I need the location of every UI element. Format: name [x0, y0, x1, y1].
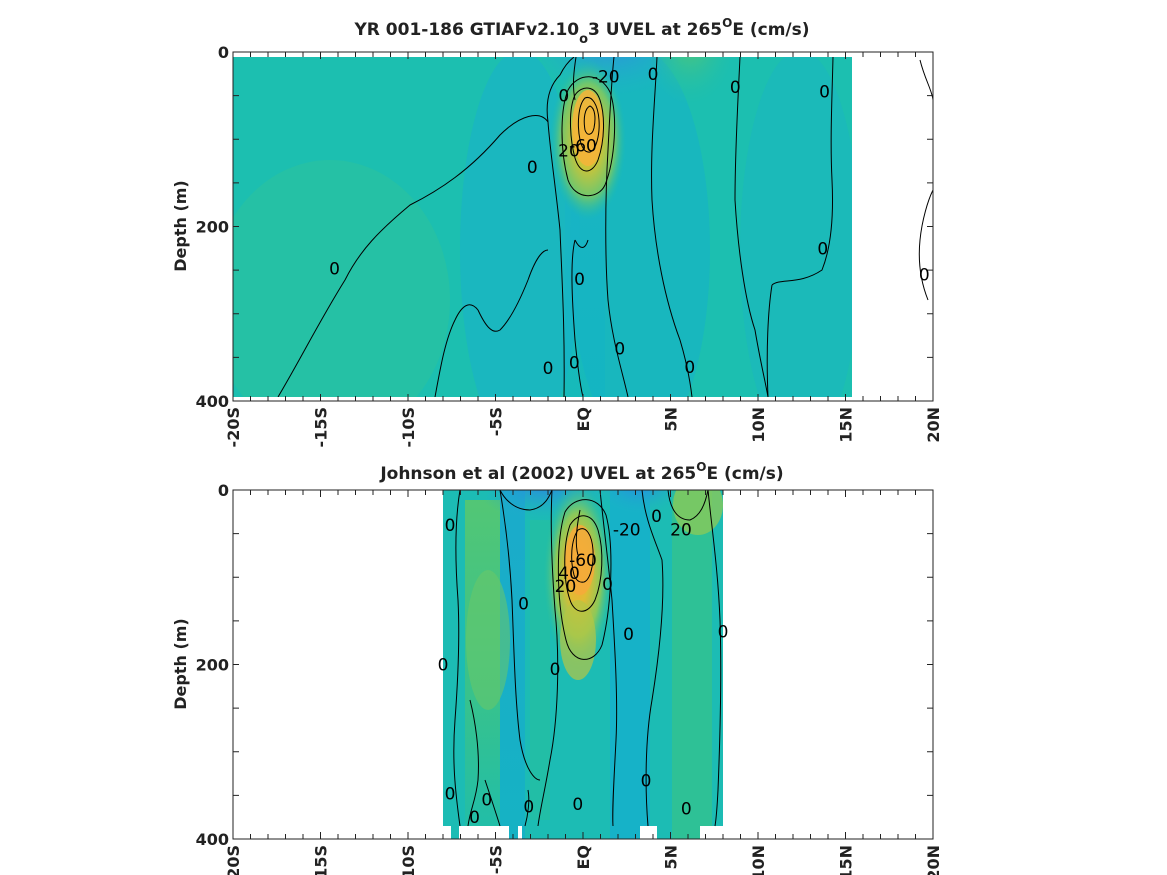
bottom-contour-label: 0	[445, 785, 456, 805]
bottom-contour-label: 40	[558, 564, 580, 584]
top-x-tick-label: 10N	[749, 407, 768, 443]
top-title: YR 001-186 GTIAFv2.10o3 UVEL at 265OE (c…	[353, 16, 809, 47]
bottom-contour-lines	[453, 490, 722, 827]
top-panel: YR 001-186 GTIAFv2.10o3 UVEL at 265OE (c…	[171, 16, 943, 447]
top-contour-label: 0	[817, 239, 828, 259]
bottom-contour-label: 0	[602, 575, 613, 595]
top-heatmap-field	[233, 57, 933, 397]
top-x-tick-label: -15S	[312, 407, 331, 447]
bottom-y-tick-label: 400	[196, 830, 229, 849]
top-x-tick-label: 5N	[662, 407, 681, 432]
bottom-contour-label: -20	[613, 520, 641, 540]
bottom-contour-label: 0	[641, 772, 652, 792]
bottom-x-tick-label: EQ	[574, 845, 593, 870]
bottom-y-tick-label: 0	[218, 481, 229, 500]
top-contour-label: 0	[730, 78, 741, 98]
bottom-contour-label: 20	[555, 577, 577, 597]
bottom-contour-label: 0	[523, 798, 534, 818]
top-contour-label: 0	[819, 82, 830, 102]
bottom-title: Johnson et al (2002) UVEL at 265OE (cm/s…	[379, 460, 783, 484]
top-contour-label: 0	[919, 265, 930, 285]
bottom-contour-label: 0	[623, 625, 634, 645]
top-x-tick-label: 15N	[837, 407, 856, 443]
bottom-panel: Johnson et al (2002) UVEL at 265OE (cm/s…	[171, 460, 943, 875]
top-contour-label: 0	[543, 359, 554, 379]
top-ylabel: Depth (m)	[171, 180, 190, 272]
top-contour-label: -20	[592, 67, 620, 87]
bottom-contour-label: 0	[651, 507, 662, 527]
bottom-contour-label: 0	[469, 808, 480, 828]
top-x-tick-label: -5S	[487, 407, 506, 436]
bottom-contour-label: -60	[569, 551, 597, 571]
top-contour-lines	[277, 57, 933, 397]
bottom-x-tick-label: 20N	[924, 845, 943, 875]
bottom-ylabel: Depth (m)	[171, 618, 190, 710]
bottom-x-tick-label: -15S	[312, 845, 331, 875]
bottom-contour-label: 0	[518, 594, 529, 614]
bottom-contour-label: 20	[670, 520, 692, 540]
bottom-contour-label: 0	[481, 791, 492, 811]
bottom-heatmap-field	[443, 490, 723, 839]
top-y-tick-label: 0	[218, 43, 229, 62]
bottom-y-tick-label: 200	[196, 656, 229, 675]
bottom-x-tick-label: -10S	[399, 845, 418, 875]
bottom-x-tick-label: 10N	[749, 845, 768, 875]
bottom-contour-label: 0	[572, 795, 583, 815]
top-contour-label: 0	[329, 259, 340, 279]
top-x-tick-label: EQ	[574, 407, 593, 432]
top-x-ticks: -20S -15S -10S -5S EQ 5N 10N 15N 20N	[224, 52, 943, 447]
top-contour-label: 0	[527, 158, 538, 178]
bottom-contour-label: 0	[438, 656, 449, 676]
top-contour-label: 0	[684, 358, 695, 378]
bottom-contour-label: 0	[718, 622, 729, 642]
top-y-tick-label: 200	[196, 218, 229, 237]
top-contour-label: 20	[558, 142, 580, 162]
top-x-tick-label: -10S	[399, 407, 418, 447]
top-contour-label: 0	[614, 340, 625, 360]
top-contour-label: 0	[569, 354, 580, 374]
bottom-x-tick-label: -20S	[224, 845, 243, 875]
bottom-x-tick-label: 5N	[662, 845, 681, 870]
bottom-x-ticks: -20S -15S -10S -5S EQ 5N 10N 15N 20N	[224, 490, 943, 875]
top-contour-label: -60	[569, 136, 597, 156]
bottom-contour-label: 0	[550, 660, 561, 680]
top-x-tick-label: 20N	[924, 407, 943, 443]
bottom-contour-label: 0	[681, 799, 692, 819]
top-contour-label: 0	[574, 270, 585, 290]
bottom-contour-label: 0	[445, 516, 456, 536]
top-x-tick-label: -20S	[224, 407, 243, 447]
top-contour-label: 0	[648, 65, 659, 85]
top-y-tick-label: 400	[196, 392, 229, 411]
bottom-x-tick-label: -5S	[487, 845, 506, 874]
bottom-x-tick-label: 15N	[837, 845, 856, 875]
top-contour-label: 0	[558, 87, 569, 107]
